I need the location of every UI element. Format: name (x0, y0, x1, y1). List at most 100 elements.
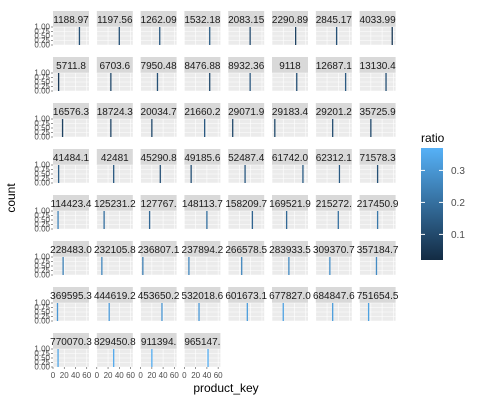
y-tick-label: 0.50 (34, 308, 50, 317)
facet-strip-label: 2845.17 (316, 15, 353, 26)
x-tick-label: 40 (71, 371, 80, 380)
facet-panel: 5711.8 (52, 57, 89, 92)
y-tick-label: 0.25 (34, 312, 50, 321)
facet-panel: 127767. (140, 195, 177, 230)
facet-strip-label: 61742.0 (272, 153, 309, 164)
facet-strip (359, 241, 396, 257)
facet-strip (140, 149, 177, 165)
facet-panel: 16576.3 (52, 103, 90, 138)
facet-panel: 217450.9 (357, 195, 399, 230)
facet-panel: 29201.2 (315, 103, 353, 138)
facet-strip (359, 57, 396, 73)
facet-panel: 309370.7 (313, 241, 355, 276)
y-tick-label: 0.00 (34, 317, 50, 326)
facet-strip-label: 16576.3 (53, 107, 90, 118)
x-tick-label: 40 (115, 371, 124, 380)
facet-strip-label: 684847.6 (313, 291, 355, 302)
facet-strip (184, 287, 221, 303)
facet-strip-label: 18724.3 (97, 107, 134, 118)
facet-panel: 1197.56 (96, 11, 133, 46)
facet-strip-label: 29201.2 (316, 107, 353, 118)
facet-strip-label: 677827.0 (269, 291, 311, 302)
facet-strip (184, 195, 221, 211)
facet-panel: 453650.2 (138, 287, 180, 322)
facet-panel: 12687.1 (315, 57, 353, 92)
facet-strip-label: 1188.97 (53, 15, 89, 26)
facet-strip (315, 11, 352, 27)
facet-strip (184, 241, 221, 257)
y-tick-label: 0.50 (34, 170, 50, 179)
facet-strip (315, 287, 352, 303)
legend-tick-label: 0.3 (451, 166, 465, 177)
legend-colorbar (421, 148, 443, 260)
facet-panel: 677827.0 (269, 287, 311, 322)
facet-panel: 148113.7 (182, 195, 223, 230)
facet-strip-label: 2083.15 (228, 15, 265, 26)
facet-strip (140, 11, 177, 27)
facet-panel: 42481 (96, 149, 133, 184)
facet-strip-label: 49185.6 (184, 153, 221, 164)
facet-strip-label: 125231.2 (94, 199, 136, 210)
facet-strip (96, 149, 133, 165)
legend-tick-label: 0.1 (451, 230, 465, 241)
y-tick-label: 0.25 (34, 36, 50, 45)
facet-strip-label: 770070.3 (50, 337, 92, 348)
facet-strip-label: 532018.6 (182, 291, 224, 302)
facet-panel: 21660.2 (184, 103, 221, 138)
facet-panel: 237894.2 (182, 241, 224, 276)
facet-strip (228, 149, 265, 165)
y-tick-label: 0.00 (34, 179, 50, 188)
facet-panel: 35725.9 (359, 103, 397, 138)
facet-panel: 283933.5 (269, 241, 311, 276)
facet-strip (228, 195, 265, 211)
facet-panel: 158209.7 (225, 195, 267, 230)
facet-panel: 1188.97 (52, 11, 89, 46)
facet-strip-label: 42481 (101, 153, 129, 164)
y-tick-label: 0.50 (34, 78, 50, 87)
facet-panel: 357184.7 (357, 241, 399, 276)
x-tick-label: 60 (170, 371, 179, 380)
facet-strip (184, 103, 221, 119)
facet-panel: 236807.1 (138, 241, 180, 276)
facet-strip (228, 241, 265, 257)
y-tick-label: 0.50 (34, 216, 50, 225)
facet-strip-label: 4033.99 (360, 15, 397, 26)
y-tick-label: 0.50 (34, 354, 50, 363)
facet-panel: 965147. (184, 333, 220, 368)
facet-panel: 18724.3 (96, 103, 134, 138)
y-tick-label: 0.75 (34, 211, 50, 220)
x-tick-label: 40 (202, 371, 211, 380)
facet-strip (96, 333, 133, 349)
y-tick-label: 0.25 (34, 358, 50, 367)
facet-strip (96, 11, 133, 27)
facet-strip-label: 12687.1 (316, 61, 353, 72)
facet-panel: 228483.0 (50, 241, 92, 276)
y-tick-label: 0.25 (34, 174, 50, 183)
y-axis-title: count (4, 183, 18, 213)
y-tick-label: 0.50 (34, 32, 50, 41)
x-tick-label: 0 (182, 371, 187, 380)
facet-panel: 7950.48 (140, 57, 177, 92)
y-tick-label: 0.25 (34, 82, 50, 91)
facet-strip (228, 11, 265, 27)
y-tick-label: 0.25 (34, 220, 50, 229)
x-tick-label: 60 (126, 371, 135, 380)
facet-panel: 684847.6 (313, 287, 355, 322)
y-tick-label: 1.00 (34, 23, 50, 32)
facet-strip-label: 369595.3 (50, 291, 92, 302)
y-tick-label: 0.75 (34, 27, 50, 36)
facet-strip-label: 158209.7 (225, 199, 267, 210)
facet-strip-label: 35725.9 (360, 107, 397, 118)
facet-strip-label: 148113.7 (182, 199, 223, 210)
facet-strip-label: 309370.7 (313, 245, 355, 256)
facet-strip (359, 103, 396, 119)
facet-strip-label: 29183.4 (272, 107, 309, 118)
facet-strip (272, 103, 308, 119)
x-axis-ticks: 0 20 40 60 0 20 40 60 0 20 40 60 0 20 40 60 (51, 367, 223, 380)
facet-strip (53, 287, 89, 303)
facet-panel: 8932.36 (227, 57, 265, 92)
facet-strip-label: 1532.18 (184, 15, 221, 26)
facet-strip-label: 52487.4 (228, 153, 265, 164)
facet-strip-label: 62312.1 (316, 153, 353, 164)
legend: ratio 0.1 0.2 0.3 (421, 131, 465, 260)
